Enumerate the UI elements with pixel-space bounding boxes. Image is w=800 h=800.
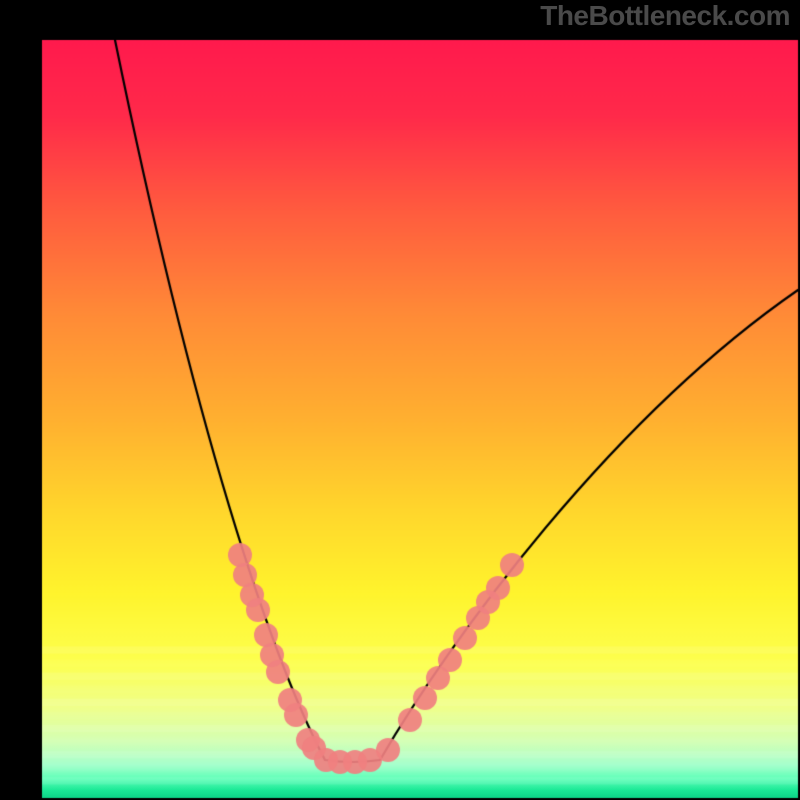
watermark-text: TheBottleneck.com bbox=[540, 0, 790, 32]
chart-stage: TheBottleneck.com bbox=[0, 0, 800, 800]
chart-canvas bbox=[0, 0, 800, 800]
